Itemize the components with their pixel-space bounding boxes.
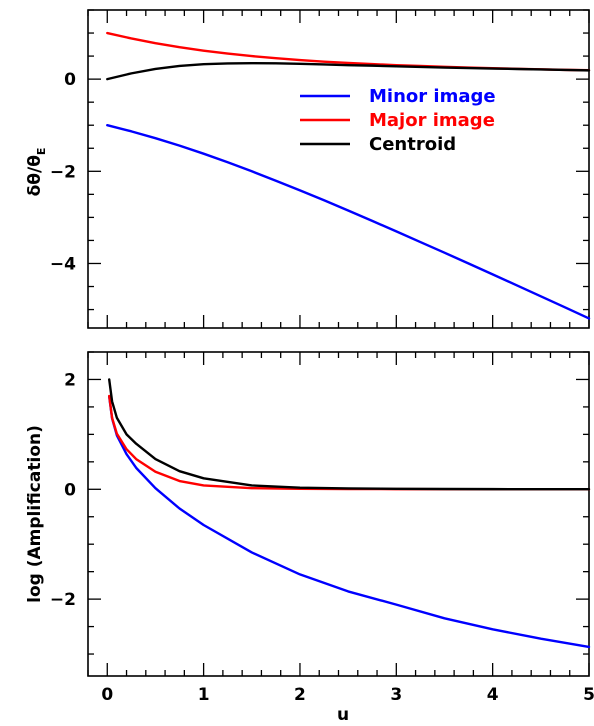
bot-series-minor-image-line bbox=[107, 395, 591, 649]
bot-series-centroid-line bbox=[107, 378, 591, 491]
top-y-tick-labels: 0 −2 −4 bbox=[50, 70, 76, 274]
bottom-y-axis-label: log (Amplification) bbox=[25, 425, 45, 603]
bottom-y-ticks bbox=[88, 351, 589, 655]
x-tick-label: 3 bbox=[390, 685, 402, 705]
x-tick-label: 5 bbox=[583, 685, 594, 705]
bottom-x-ticks bbox=[87, 352, 590, 676]
top-panel: 0 −2 −4 δθ/θE Minor image Major image Centro… bbox=[25, 9, 591, 329]
x-tick-label: 1 bbox=[198, 685, 210, 705]
top-panel-frame bbox=[87, 9, 590, 329]
x-axis-label: u bbox=[337, 705, 349, 725]
top-series-centroid-line bbox=[106, 61, 591, 81]
top-series bbox=[106, 31, 591, 320]
legend-label-minor-image: Minor image bbox=[369, 86, 496, 107]
top-y-tick-label: 0 bbox=[64, 70, 76, 90]
bot-y-tick-label: 0 bbox=[64, 480, 76, 500]
bottom-panel: 2 0 −2 0 1 2 3 4 5 log (Amplification) u bbox=[25, 351, 594, 725]
top-x-ticks bbox=[87, 10, 590, 328]
x-tick-label: 0 bbox=[101, 685, 113, 705]
bot-y-tick-label: −2 bbox=[50, 590, 76, 610]
top-y-tick-label: −2 bbox=[50, 162, 76, 182]
top-y-axis-label-subscript: E bbox=[35, 148, 48, 156]
top-legend: Minor image Major image Centroid bbox=[300, 86, 496, 155]
x-tick-label: 2 bbox=[294, 685, 306, 705]
legend-label-centroid: Centroid bbox=[369, 134, 456, 155]
top-y-axis-label-main: δθ/θ bbox=[25, 155, 45, 196]
x-tick-label: 4 bbox=[487, 685, 499, 705]
bot-y-tick-label: 2 bbox=[64, 370, 76, 390]
bottom-y-tick-labels: 2 0 −2 bbox=[50, 370, 76, 610]
top-series-minor-image-line bbox=[106, 124, 591, 320]
top-y-ticks bbox=[88, 9, 589, 311]
top-y-axis-label: δθ/θE bbox=[25, 148, 48, 197]
bottom-x-tick-labels: 0 1 2 3 4 5 bbox=[101, 685, 594, 705]
top-y-tick-label: −4 bbox=[50, 254, 76, 274]
bot-series-major-image-line bbox=[107, 394, 591, 491]
legend-label-major-image: Major image bbox=[369, 110, 495, 131]
bottom-panel-frame bbox=[87, 351, 590, 677]
bottom-series bbox=[107, 378, 591, 649]
